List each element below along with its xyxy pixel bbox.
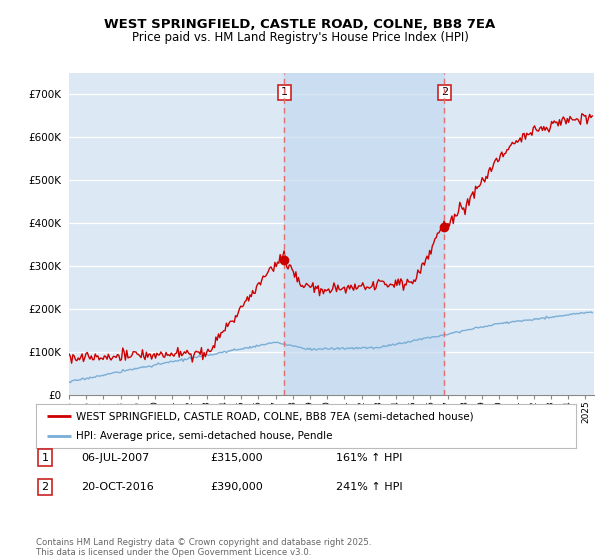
Text: 1: 1 — [281, 87, 288, 97]
Text: HPI: Average price, semi-detached house, Pendle: HPI: Average price, semi-detached house,… — [77, 431, 333, 441]
Text: £390,000: £390,000 — [210, 482, 263, 492]
Text: £315,000: £315,000 — [210, 452, 263, 463]
Text: Price paid vs. HM Land Registry's House Price Index (HPI): Price paid vs. HM Land Registry's House … — [131, 31, 469, 44]
Text: 1: 1 — [41, 452, 49, 463]
Text: Contains HM Land Registry data © Crown copyright and database right 2025.
This d: Contains HM Land Registry data © Crown c… — [36, 538, 371, 557]
Text: 2: 2 — [440, 87, 448, 97]
Text: 161% ↑ HPI: 161% ↑ HPI — [336, 452, 403, 463]
Text: WEST SPRINGFIELD, CASTLE ROAD, COLNE, BB8 7EA (semi-detached house): WEST SPRINGFIELD, CASTLE ROAD, COLNE, BB… — [77, 411, 474, 421]
Bar — [284, 73, 444, 395]
Text: 2: 2 — [41, 482, 49, 492]
Text: 241% ↑ HPI: 241% ↑ HPI — [336, 482, 403, 492]
Text: 06-JUL-2007: 06-JUL-2007 — [81, 452, 149, 463]
Text: WEST SPRINGFIELD, CASTLE ROAD, COLNE, BB8 7EA: WEST SPRINGFIELD, CASTLE ROAD, COLNE, BB… — [104, 18, 496, 31]
Text: 20-OCT-2016: 20-OCT-2016 — [81, 482, 154, 492]
